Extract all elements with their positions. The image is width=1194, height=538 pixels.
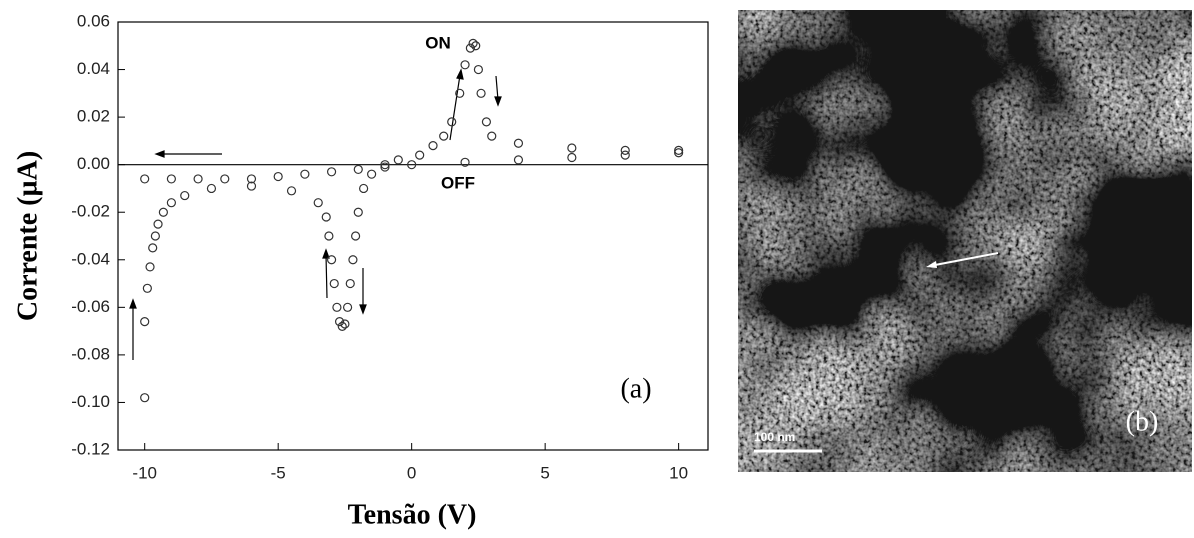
point <box>142 283 152 293</box>
x-tick-label: 5 <box>540 463 549 482</box>
point <box>487 131 497 141</box>
point <box>476 88 486 98</box>
point <box>380 160 390 170</box>
point <box>471 41 481 51</box>
y-tick-label: -0.12 <box>71 439 110 458</box>
y-tick-label: 0.00 <box>77 154 110 173</box>
arrow-head <box>926 261 937 268</box>
point <box>148 243 158 253</box>
arrows <box>129 68 502 360</box>
scale-bar-label: 100 nm <box>754 430 795 444</box>
x-tick-label: 10 <box>669 463 688 482</box>
point <box>460 60 470 70</box>
point <box>351 231 361 241</box>
point <box>468 38 478 49</box>
micrograph <box>738 10 1192 472</box>
x-tick-label: -5 <box>271 463 286 482</box>
point <box>140 393 150 403</box>
point <box>321 212 331 222</box>
point <box>353 164 363 175</box>
point <box>300 169 310 179</box>
point <box>473 64 484 75</box>
y-tick-label: -0.02 <box>71 202 110 221</box>
point <box>674 145 684 155</box>
y-tick-label: 0.06 <box>77 11 110 30</box>
panel-label: (b) <box>1126 406 1159 437</box>
point <box>180 190 190 201</box>
y-tick-label: -0.06 <box>71 297 110 316</box>
y-tick-label: 0.04 <box>77 59 110 78</box>
y-tick-label: 0.02 <box>77 107 110 126</box>
point <box>465 43 475 53</box>
y-tick-label: -0.04 <box>71 249 110 268</box>
point <box>415 150 425 160</box>
point <box>620 150 630 160</box>
point <box>620 145 630 155</box>
point <box>513 138 524 148</box>
point <box>150 231 160 241</box>
point <box>342 302 353 312</box>
point <box>153 219 163 229</box>
plot: Tensão (V) Corrente (µA) ON OFF (a) 0.06… <box>12 11 709 530</box>
point <box>407 160 417 170</box>
point <box>326 255 337 265</box>
point <box>359 183 369 194</box>
y-tick-label: -0.08 <box>71 344 110 363</box>
point <box>513 155 524 165</box>
x-tick-label: 0 <box>407 463 416 482</box>
point <box>246 181 257 191</box>
point <box>324 231 334 241</box>
point <box>206 183 217 194</box>
point <box>393 155 403 165</box>
y-axis-title: Corrente (µA) <box>12 151 43 321</box>
point <box>332 302 342 312</box>
point <box>334 317 345 327</box>
point <box>158 207 168 217</box>
point <box>345 278 355 289</box>
point <box>567 152 577 163</box>
annotation: ON <box>425 33 451 52</box>
point <box>193 174 203 184</box>
point <box>246 174 257 184</box>
point <box>439 131 449 141</box>
point <box>428 141 438 151</box>
annotation: OFF <box>441 173 475 192</box>
tem-image: 100 nm (b) <box>738 10 1192 472</box>
point <box>273 171 283 182</box>
point <box>674 148 684 158</box>
point <box>367 169 377 179</box>
point <box>220 174 230 184</box>
point <box>329 278 339 289</box>
point <box>481 117 492 127</box>
point <box>340 319 350 329</box>
point <box>567 143 577 153</box>
point <box>313 198 323 208</box>
arrow <box>934 252 999 266</box>
panel-label: (a) <box>620 373 651 404</box>
point <box>380 162 390 172</box>
point <box>166 198 176 208</box>
x-tick-label: -10 <box>132 463 157 482</box>
point <box>455 88 465 98</box>
point <box>326 167 337 177</box>
point <box>166 174 176 184</box>
plot-frame <box>117 21 709 451</box>
point <box>337 321 347 331</box>
point <box>447 117 457 127</box>
point <box>286 186 297 196</box>
point <box>348 255 358 265</box>
x-axis-title: Tensão (V) <box>348 499 477 530</box>
point <box>353 207 363 217</box>
point <box>140 174 150 184</box>
point <box>145 262 155 272</box>
y-tick-label: -0.10 <box>71 392 110 411</box>
point <box>460 157 470 167</box>
point <box>140 317 150 327</box>
